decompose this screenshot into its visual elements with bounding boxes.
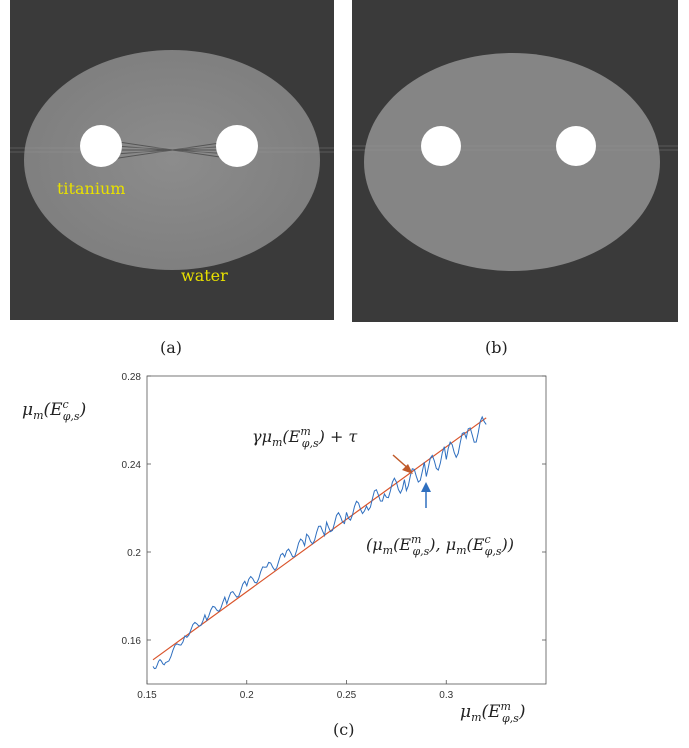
caption-a: (a) xyxy=(160,338,183,357)
measured-data-series xyxy=(152,415,487,670)
y-tick-label: 0.24 xyxy=(122,460,142,471)
x-tick-label: 0.2 xyxy=(240,690,254,701)
titanium-label: titanium xyxy=(57,179,126,198)
x-tick-label: 0.25 xyxy=(337,690,357,701)
data-arrow-head xyxy=(421,482,431,492)
water-label: water xyxy=(181,266,228,285)
y-tick-label: 0.2 xyxy=(127,548,141,559)
plot-frame xyxy=(146,375,547,685)
x-tick-label: 0.15 xyxy=(137,690,157,701)
x-tick-label: 0.3 xyxy=(439,690,453,701)
panel-b-image xyxy=(352,0,678,322)
caption-b: (b) xyxy=(485,338,508,357)
panel-c-chart: 0.15 0.2 0.25 0.30.160.20.240.28 μm(Ec φ,s) … xyxy=(22,372,547,725)
data-annotation: (μm(Em φ,s), μm(Ec φ,s)) xyxy=(366,533,514,558)
caption-c: (c) xyxy=(333,720,355,739)
x-axis-label: μm(Em φ,s) xyxy=(460,700,525,725)
fit-arrow-head xyxy=(402,464,413,474)
y-tick-label: 0.28 xyxy=(122,372,142,383)
panel-a-image xyxy=(10,0,334,320)
y-axis-label: μm(Ec φ,s) xyxy=(22,398,86,423)
fit-line-annotation: γμm(Em φ,s) + τ xyxy=(252,425,358,450)
y-tick-label: 0.16 xyxy=(122,636,142,647)
